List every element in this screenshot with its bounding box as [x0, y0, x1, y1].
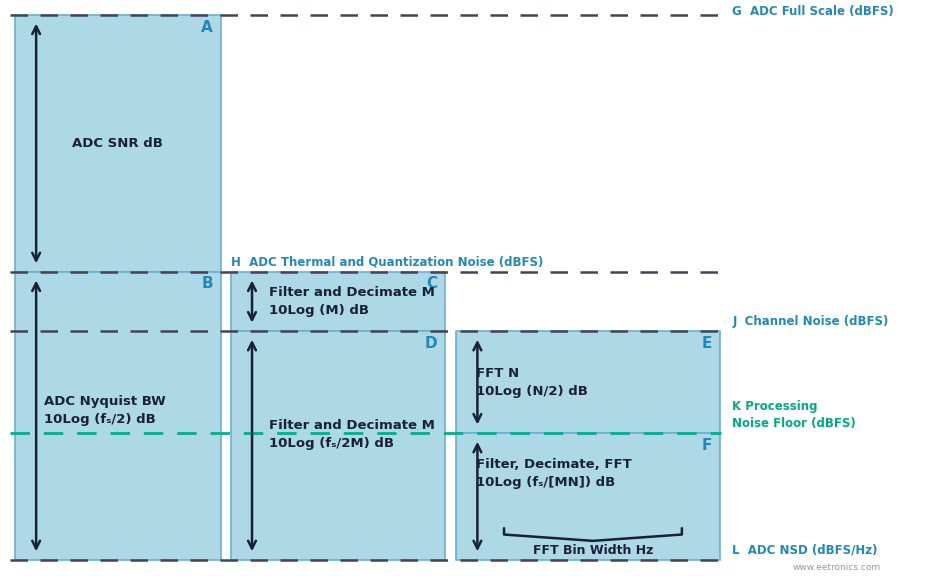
Text: J  Channel Noise (dBFS): J Channel Noise (dBFS): [732, 314, 888, 328]
Text: D: D: [425, 336, 437, 351]
Bar: [15, 15, 221, 272]
Bar: [15, 272, 221, 560]
Text: Filter and Decimate M
10Log (fₛ/2M) dB: Filter and Decimate M 10Log (fₛ/2M) dB: [269, 419, 435, 449]
Text: F: F: [702, 438, 712, 453]
Bar: [231, 331, 445, 560]
Text: Filter and Decimate M
10Log (M) dB: Filter and Decimate M 10Log (M) dB: [269, 286, 435, 317]
Text: Filter, Decimate, FFT
10Log (fₛ/[MN]) dB: Filter, Decimate, FFT 10Log (fₛ/[MN]) dB: [476, 458, 631, 489]
Text: H  ADC Thermal and Quantization Noise (dBFS): H ADC Thermal and Quantization Noise (dB…: [231, 255, 543, 268]
Text: C: C: [426, 276, 437, 291]
Text: L  ADC NSD (dBFS/Hz): L ADC NSD (dBFS/Hz): [732, 543, 878, 556]
Text: ADC SNR dB: ADC SNR dB: [72, 137, 164, 150]
Text: B: B: [202, 276, 213, 291]
Text: www.eetronics.com: www.eetronics.com: [793, 563, 881, 572]
Bar: [231, 272, 445, 331]
Text: K Processing
Noise Floor (dBFS): K Processing Noise Floor (dBFS): [732, 400, 856, 430]
Text: FFT Bin Width Hz: FFT Bin Width Hz: [533, 544, 653, 557]
Text: E: E: [702, 336, 712, 351]
Text: A: A: [202, 20, 213, 35]
Text: ADC Nyquist BW
10Log (fₛ/2) dB: ADC Nyquist BW 10Log (fₛ/2) dB: [44, 395, 165, 426]
Bar: [456, 433, 720, 560]
Text: G  ADC Full Scale (dBFS): G ADC Full Scale (dBFS): [732, 5, 894, 18]
Bar: [456, 331, 720, 433]
Text: FFT N
10Log (N/2) dB: FFT N 10Log (N/2) dB: [476, 367, 588, 397]
